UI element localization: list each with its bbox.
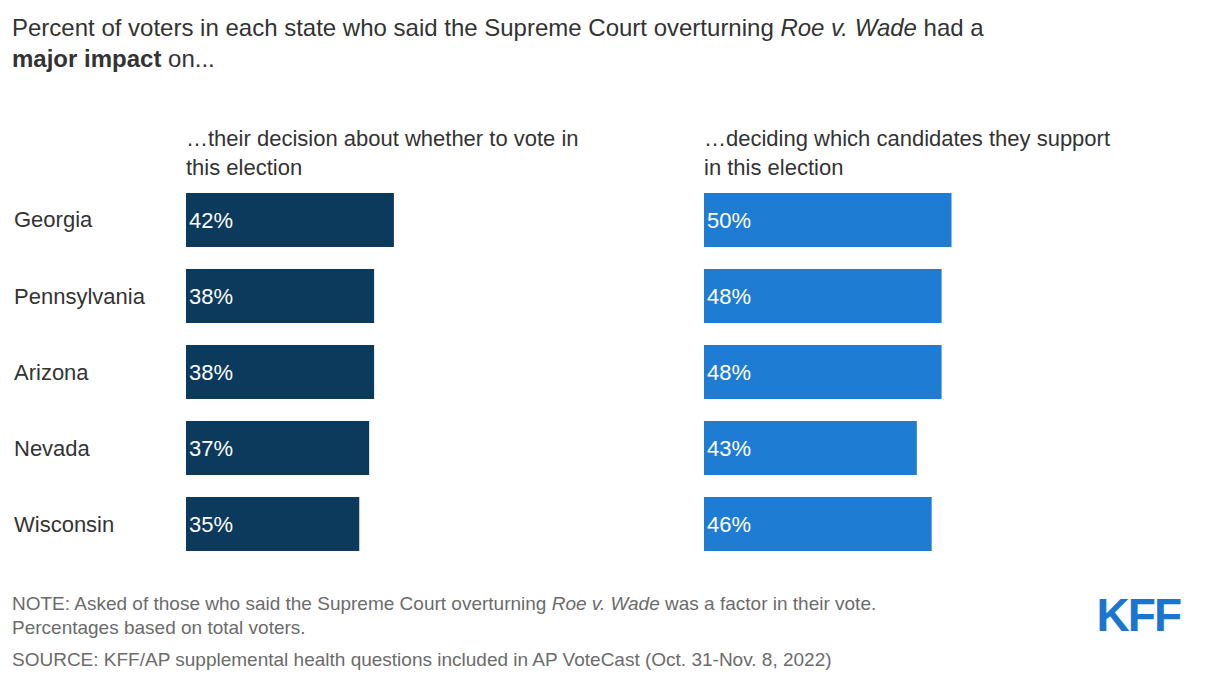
html-text:in this election: in this election: [704, 155, 844, 180]
svg-text:37%: 37%: [189, 436, 233, 461]
svg-text:38%: 38%: [189, 360, 233, 385]
svg-text:Nevada: Nevada: [14, 436, 91, 461]
svg-text:38%: 38%: [189, 284, 233, 309]
svg-text:35%: 35%: [189, 512, 233, 537]
svg-text:Georgia: Georgia: [14, 207, 93, 232]
svg-text:46%: 46%: [707, 512, 751, 537]
svg-text:48%: 48%: [707, 284, 751, 309]
svg-text:Arizona: Arizona: [14, 360, 89, 385]
html-text:major impact on...: major impact on...: [12, 45, 215, 72]
html-text:KFF: KFF: [1096, 589, 1180, 641]
html-text:…deciding which candidates the: …deciding which candidates they support: [704, 126, 1110, 151]
svg-text:48%: 48%: [707, 360, 751, 385]
svg-text:50%: 50%: [707, 208, 751, 233]
html-text:SOURCE: KFF/AP supplemental he: SOURCE: KFF/AP supplemental health quest…: [12, 649, 832, 670]
svg-text:42%: 42%: [189, 208, 233, 233]
svg-text:Pennsylvania: Pennsylvania: [14, 284, 146, 309]
svg-text:Wisconsin: Wisconsin: [14, 512, 114, 537]
html-text:…their decision about whether: …their decision about whether to vote in: [186, 126, 579, 151]
html-text:this election: this election: [186, 155, 303, 180]
html-text:NOTE: Asked of those who said: NOTE: Asked of those who said the Suprem…: [12, 593, 877, 614]
html-text:Percentages based on total vot: Percentages based on total voters.: [12, 617, 306, 638]
svg-text:43%: 43%: [707, 436, 751, 461]
html-text:Percent of voters in each stat: Percent of voters in each state who said…: [12, 14, 984, 41]
